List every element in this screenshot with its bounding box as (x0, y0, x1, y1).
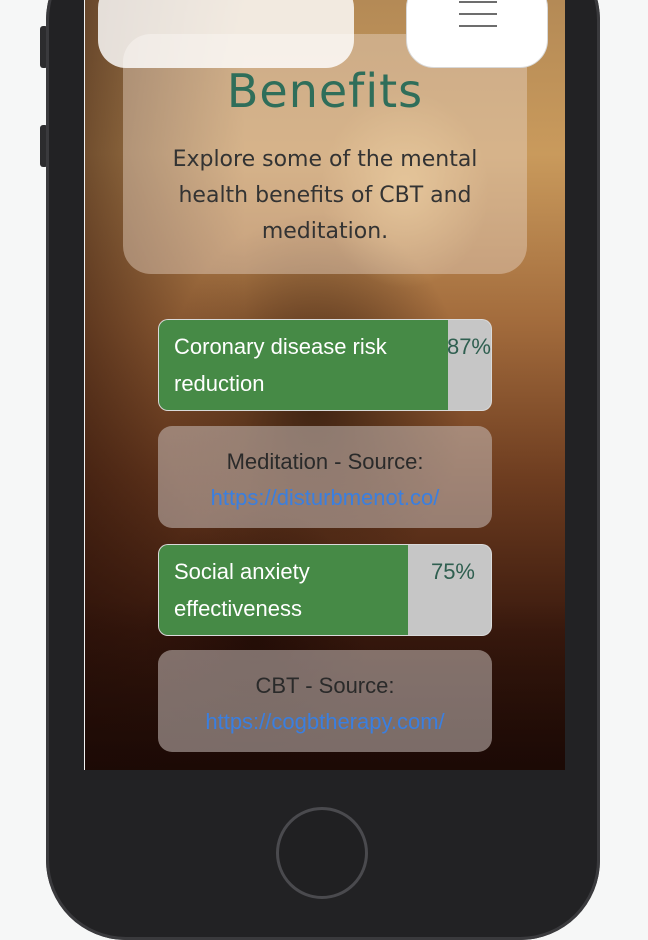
source-label: CBT - Source: (255, 673, 395, 698)
benefit-label: Social anxiety effectiveness (174, 559, 310, 621)
phone-volume-up-button (40, 26, 48, 68)
phone-volume-down-button (40, 125, 48, 167)
phone-home-button[interactable] (276, 807, 368, 899)
page-title: Benefits (226, 64, 424, 118)
app-screen: Benefits Explore some of the mental heal… (84, 0, 565, 770)
logo-card[interactable]: Relieve (98, 0, 354, 68)
source-label: Meditation - Source: (226, 449, 424, 474)
intro-description: Explore some of the mental health benefi… (172, 147, 478, 244)
source-card: CBT - Source: https://cogbtherapy.com/ (158, 650, 492, 752)
progress-fill (159, 320, 448, 410)
app-logo: Relieve (110, 0, 354, 12)
source-link[interactable]: https://cogbtherapy.com/ (205, 709, 445, 734)
benefit-percent: 75% (430, 559, 475, 584)
source-card: Meditation - Source: https://disturbmeno… (158, 426, 492, 528)
hamburger-menu-icon (459, 1, 497, 27)
benefit-progress-bar: Social anxiety effectiveness 75% (158, 544, 492, 636)
benefit-label: Coronary disease risk reduction (174, 334, 387, 396)
benefit-percent: 87% (446, 334, 491, 359)
menu-button[interactable] (406, 0, 548, 68)
benefits-intro-card: Benefits Explore some of the mental heal… (123, 34, 527, 274)
benefit-progress-bar: Coronary disease risk reduction 87% (158, 319, 492, 411)
source-link[interactable]: https://disturbmenot.co/ (210, 485, 440, 510)
progress-fill (159, 545, 408, 635)
